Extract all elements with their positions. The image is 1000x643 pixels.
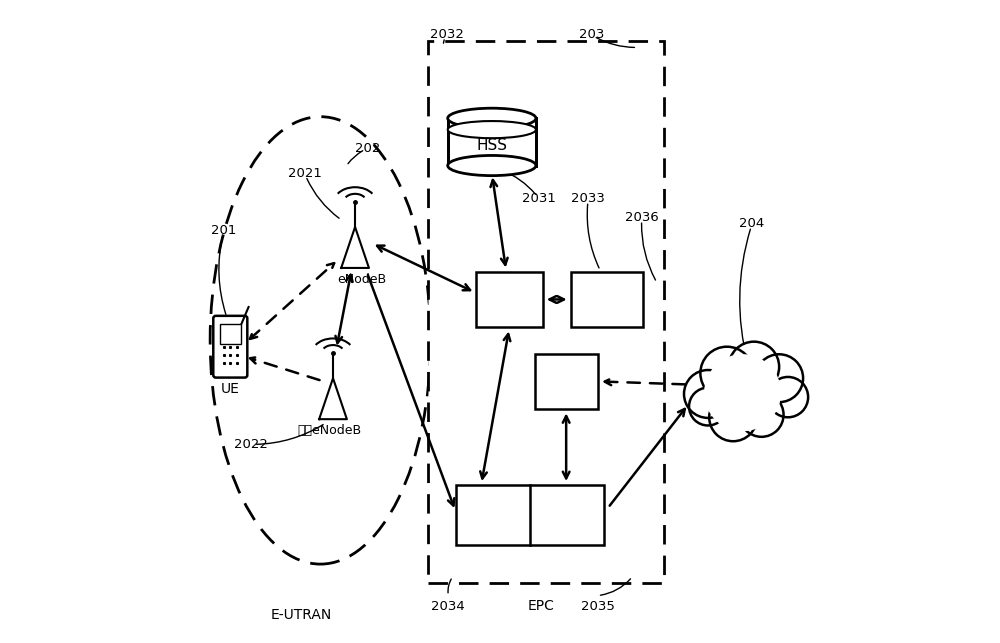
Text: 2035: 2035 [581,600,615,613]
Text: MME: MME [490,291,529,309]
Text: 2034: 2034 [431,600,465,613]
Text: 2032: 2032 [430,28,463,41]
Ellipse shape [448,156,536,176]
Text: 2033: 2033 [571,192,605,205]
Circle shape [684,370,732,418]
Ellipse shape [448,108,536,129]
Text: 2021: 2021 [288,167,322,180]
Circle shape [705,355,780,431]
Circle shape [729,341,779,392]
Ellipse shape [448,121,536,138]
FancyBboxPatch shape [220,324,241,344]
Text: PCRF: PCRF [547,374,586,389]
Circle shape [739,393,784,437]
Text: HSS: HSS [476,138,507,152]
Text: 2031: 2031 [522,192,556,205]
Text: 其它MME: 其它MME [582,293,632,307]
Polygon shape [341,227,369,268]
Text: 202: 202 [355,141,380,155]
Text: 204: 204 [739,217,765,230]
Text: 其它eNodeB: 其它eNodeB [298,424,362,437]
FancyBboxPatch shape [476,272,543,327]
Bar [448,118,536,165]
Circle shape [768,377,808,417]
Text: PGW: PGW [549,508,585,523]
Text: SGW: SGW [475,508,511,523]
Text: eNodeB: eNodeB [337,273,386,285]
Text: 201: 201 [211,224,237,237]
Ellipse shape [210,116,431,564]
Text: EPC: EPC [528,599,554,613]
FancyBboxPatch shape [456,485,604,545]
Polygon shape [319,378,347,419]
FancyBboxPatch shape [213,316,247,377]
Circle shape [755,354,803,402]
Circle shape [700,347,753,400]
FancyBboxPatch shape [535,354,598,409]
FancyBboxPatch shape [571,272,643,327]
Circle shape [709,394,757,441]
FancyBboxPatch shape [428,41,664,583]
Text: 2022: 2022 [234,438,268,451]
Circle shape [689,388,727,426]
Text: E-UTRAN: E-UTRAN [271,608,332,622]
Text: 2036: 2036 [625,211,659,224]
Text: 203: 203 [579,28,604,41]
Text: UE: UE [221,382,240,396]
Text: IP业务: IP业务 [728,383,763,401]
